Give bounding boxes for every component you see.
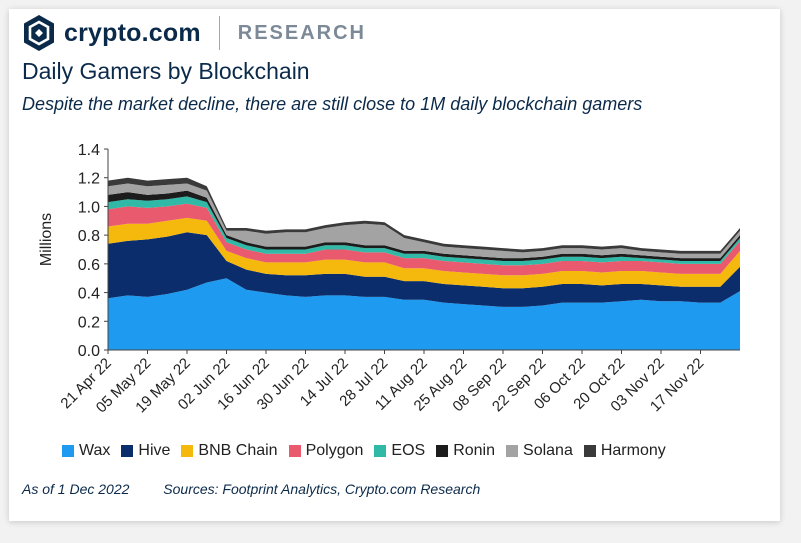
legend-swatch (374, 445, 387, 457)
legend-swatch (288, 445, 301, 457)
y-axis-title: Millions (38, 213, 55, 266)
legend-swatch (436, 445, 449, 457)
y-tick-label: 0.6 (78, 257, 100, 274)
brand-divider (218, 16, 220, 50)
chart-legend: Wax Hive BNB Chain Polygon EOS Ronin Solana Har… (62, 442, 666, 460)
legend-item-ronin: Ronin (436, 442, 495, 460)
legend-label: Hive (138, 442, 171, 459)
y-tick-label: 1.2 (78, 171, 100, 188)
area-bnb-chain (108, 217, 740, 289)
legend-item-solana: Solana (506, 442, 573, 460)
legend-item-polygon: Polygon (288, 442, 364, 460)
legend-label: Wax (79, 442, 111, 459)
y-tick-label: 0.8 (78, 228, 100, 245)
legend-label: EOS (391, 442, 426, 459)
area-eos (108, 196, 740, 266)
legend-swatch (121, 445, 134, 457)
brand-name: crypto.com (64, 18, 201, 47)
crypto-com-logo-icon (24, 15, 54, 51)
area-polygon (108, 203, 740, 276)
legend-swatch (181, 445, 194, 457)
legend-item-harmony: Harmony (583, 442, 666, 460)
legend-item-wax: Wax (62, 442, 110, 460)
brand-header: crypto.com RESEARCH (22, 14, 366, 52)
legend-swatch (62, 445, 74, 457)
legend-swatch (583, 445, 596, 457)
legend-item-bnb-chain: BNB Chain (181, 442, 278, 460)
y-tick-label: 1.0 (78, 199, 100, 216)
y-tick-label: 0.2 (78, 314, 100, 331)
area-wax (108, 278, 740, 350)
legend-item-eos: EOS (374, 442, 425, 460)
brand-section: RESEARCH (237, 21, 367, 44)
y-tick-label: 1.4 (78, 142, 100, 159)
legend-item-hive: Hive (121, 442, 170, 460)
y-tick-label: 0.0 (78, 343, 100, 360)
chart-subtitle: Despite the market decline, there are st… (22, 94, 643, 114)
chart-title: Daily Gamers by Blockchain (22, 58, 310, 84)
as-of-date: As of 1 Dec 2022 (22, 481, 130, 497)
legend-label: BNB Chain (198, 442, 278, 459)
area-hive (108, 232, 740, 307)
y-tick-label: 0.4 (78, 286, 100, 303)
sources-note: Sources: Footprint Analytics, Crypto.com… (163, 481, 481, 497)
legend-label: Harmony (600, 442, 666, 459)
area-ronin (108, 190, 740, 261)
legend-label: Solana (523, 442, 573, 459)
chart-footer: As of 1 Dec 2022 Sources: Footprint Anal… (22, 481, 480, 497)
legend-label: Polygon (305, 442, 364, 459)
legend-swatch (506, 445, 519, 457)
legend-label: Ronin (453, 442, 496, 459)
area-solana (108, 183, 740, 259)
